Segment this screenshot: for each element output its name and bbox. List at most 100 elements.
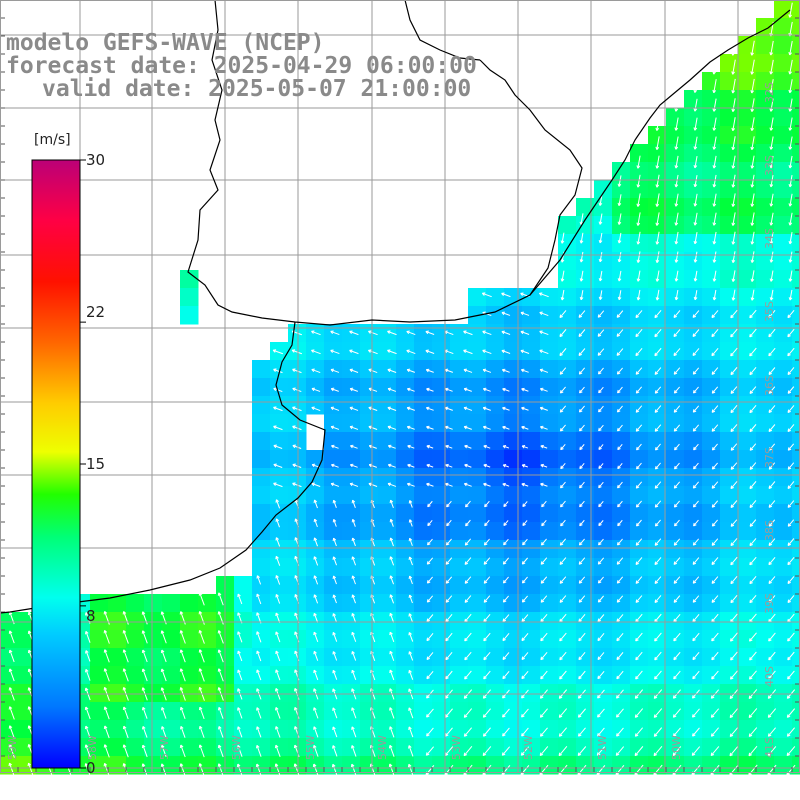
wind-arrow [654, 462, 661, 470]
wind-speed-cell [594, 540, 613, 559]
wind-arrow [332, 537, 337, 547]
wind-speed-cell [756, 36, 775, 55]
wind-arrow [445, 482, 453, 487]
wind-arrow [655, 117, 660, 131]
wind-arrow [769, 212, 774, 226]
wind-arrow [674, 443, 680, 451]
wind-arrow [198, 706, 205, 720]
wind-arrow [578, 348, 586, 356]
wind-speed-cell [684, 216, 703, 235]
wind-arrow [711, 443, 718, 451]
wind-speed-cell [756, 522, 775, 541]
wind-arrow [482, 349, 492, 355]
wind-speed-cell [288, 468, 307, 487]
wind-arrow [483, 595, 491, 603]
wind-speed-cell [414, 342, 433, 361]
wind-speed-cell [702, 90, 721, 109]
wind-arrow [636, 270, 641, 282]
wind-speed-cell [198, 702, 217, 721]
wind-arrow [351, 537, 356, 547]
wind-speed-cell [342, 504, 361, 523]
wind-speed-cell [360, 630, 379, 649]
wind-arrow [617, 175, 622, 187]
wind-speed-cell [612, 576, 631, 595]
wind-arrow [425, 746, 435, 756]
wind-speed-cell [720, 216, 739, 235]
wind-arrow [711, 386, 719, 394]
wind-speed-cell [738, 234, 757, 253]
wind-arrow [617, 462, 623, 470]
wind-speed-cell [576, 702, 595, 721]
wind-speed-cell [540, 576, 559, 595]
wind-speed-cell [792, 756, 800, 775]
wind-arrow [311, 387, 321, 392]
wind-speed-cell [558, 666, 577, 685]
wind-speed-cell [252, 612, 271, 631]
wind-arrow [330, 330, 340, 336]
wind-speed-cell [756, 270, 775, 289]
wind-arrow [560, 462, 566, 470]
wind-speed-cell [630, 558, 649, 577]
wind-speed-cell [306, 558, 325, 577]
wind-speed-cell [594, 396, 613, 415]
wind-speed-cell [720, 558, 739, 577]
wind-speed-cell [648, 684, 667, 703]
longitude-label: 51W [596, 735, 609, 760]
wind-speed-cell [576, 630, 595, 649]
wind-arrow [406, 425, 415, 430]
wind-speed-cell [378, 432, 397, 451]
wind-speed-cell [522, 684, 541, 703]
wind-arrow [8, 762, 15, 778]
wind-speed-cell [558, 306, 577, 325]
wind-speed-cell [756, 630, 775, 649]
latitude-label: 38S [763, 520, 776, 541]
wind-speed-cell [486, 378, 505, 397]
wind-speed-cell [324, 612, 343, 631]
wind-arrow [635, 538, 643, 546]
wind-speed-cell [738, 450, 757, 469]
wind-arrow [483, 463, 491, 468]
wind-arrow [749, 405, 757, 414]
wind-speed-cell [252, 486, 271, 505]
wind-speed-cell [738, 90, 757, 109]
wind-arrow [256, 593, 262, 605]
wind-speed-cell [468, 648, 487, 667]
wind-speed-cell [774, 0, 793, 19]
wind-arrow [351, 669, 357, 680]
wind-speed-cell [720, 108, 739, 127]
wind-arrow [332, 575, 337, 585]
wind-speed-cell [594, 504, 613, 523]
wind-speed-cell [558, 630, 577, 649]
wind-arrow [521, 464, 528, 468]
wind-speed-cell [378, 702, 397, 721]
wind-speed-cell [396, 684, 415, 703]
wind-arrow [673, 405, 681, 413]
wind-speed-cell [738, 702, 757, 721]
wind-speed-cell [252, 360, 271, 379]
wind-arrow [730, 405, 738, 414]
wind-arrow [654, 519, 661, 527]
wind-speed-cell [468, 504, 487, 523]
wind-arrow [389, 575, 395, 585]
wind-arrow [160, 763, 167, 777]
wind-speed-cell [288, 612, 307, 631]
wind-speed-cell [324, 558, 343, 577]
wind-speed-cell [576, 450, 595, 469]
wind-arrow [349, 387, 359, 392]
wind-speed-cell [792, 54, 800, 73]
wind-speed-cell [306, 468, 325, 487]
wind-speed-cell [468, 342, 487, 361]
wind-speed-cell [324, 666, 343, 685]
wind-arrow [313, 594, 319, 604]
wind-arrow [273, 482, 283, 488]
wind-speed-cell [504, 666, 523, 685]
wind-speed-cell [450, 468, 469, 487]
wind-speed-cell [522, 648, 541, 667]
wind-speed-cell [378, 666, 397, 685]
wind-speed-cell [594, 450, 613, 469]
wind-arrow [788, 117, 793, 131]
wind-arrow [540, 614, 548, 623]
wind-speed-cell [702, 270, 721, 289]
wind-speed-cell [684, 702, 703, 721]
